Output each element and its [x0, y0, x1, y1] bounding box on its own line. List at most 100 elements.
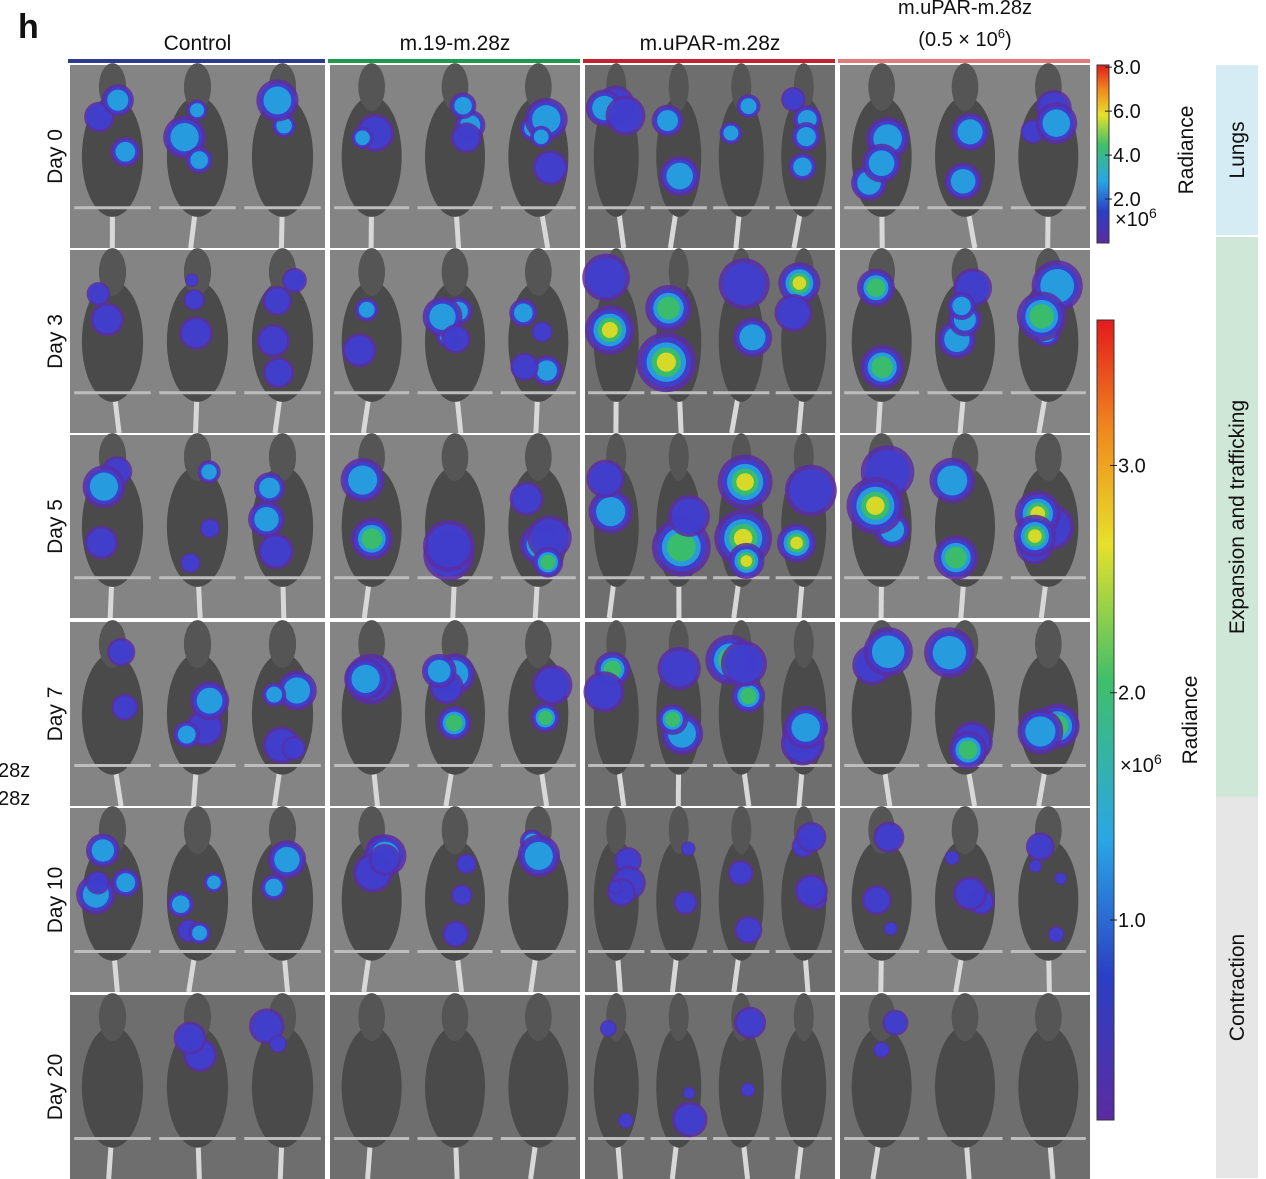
signal: [657, 110, 679, 132]
column-header: m.19-m.28z: [400, 32, 511, 55]
signal: [91, 839, 115, 862]
mouse-head: [731, 806, 752, 855]
signal: [866, 496, 885, 515]
image-cell: [585, 433, 837, 619]
signal: [868, 150, 895, 177]
column-header: Control: [164, 32, 232, 55]
column-bar: [328, 59, 580, 63]
mouse-head: [951, 993, 979, 1041]
image-cell: [840, 993, 1090, 1179]
image-cell: [840, 620, 1090, 807]
signal: [107, 89, 129, 111]
image-cell: [583, 620, 835, 807]
image-cell: [840, 806, 1090, 993]
signal: [665, 711, 681, 728]
signal: [740, 555, 753, 567]
colorbar-tick-label: 6.0: [1113, 101, 1141, 123]
signal: [87, 872, 108, 893]
signal: [452, 886, 471, 905]
signal: [531, 519, 568, 557]
signal: [589, 462, 622, 495]
phase-label: Contraction: [1226, 934, 1249, 1041]
mouse-body: [1018, 1026, 1079, 1148]
column-header-line2: (0.5 × 106): [918, 26, 1011, 51]
signal: [192, 925, 207, 941]
signal: [674, 1104, 705, 1135]
signal: [666, 532, 696, 562]
signal: [682, 842, 695, 855]
image-cell: [330, 433, 580, 619]
signal: [932, 636, 967, 670]
signal: [265, 878, 283, 897]
colorbar: [1096, 64, 1110, 244]
signal: [171, 895, 190, 914]
signal: [351, 664, 380, 694]
row-label: Day 0: [44, 129, 67, 184]
signal: [793, 157, 812, 177]
signal: [608, 99, 643, 133]
signal: [656, 352, 676, 372]
signal: [361, 528, 383, 550]
colorbar-tick-label: 2.0: [1113, 189, 1141, 211]
colorbar-tick-label: 8.0: [1113, 57, 1141, 79]
signal: [355, 130, 370, 146]
signal: [348, 465, 378, 495]
cut-text: 28z: [0, 788, 30, 810]
colorbar-tick-label: 1.0: [1118, 910, 1146, 932]
image-cell: [70, 620, 325, 807]
column-header: m.uPAR-m.28z: [898, 0, 1032, 19]
signal: [265, 359, 292, 386]
mouse-head: [441, 993, 469, 1041]
cut-text: 28z: [0, 760, 30, 782]
colorbar-title: Radiance: [1179, 676, 1202, 765]
mouse-head: [668, 993, 689, 1041]
image-cell: [70, 248, 325, 434]
signal: [514, 303, 533, 323]
signal: [443, 326, 469, 351]
signal: [283, 677, 311, 704]
mouse-body: [935, 1026, 995, 1148]
mouse-head: [358, 248, 385, 296]
signal: [276, 117, 292, 134]
signal: [601, 322, 618, 338]
signal: [957, 119, 983, 145]
mouse-head: [1035, 993, 1062, 1041]
mouse-head: [525, 993, 552, 1041]
image-cell: [70, 63, 325, 249]
signal: [937, 465, 968, 496]
phase-band: [1216, 797, 1258, 1178]
signal: [457, 855, 475, 873]
row-label: Day 20: [44, 1054, 67, 1121]
signal: [266, 686, 283, 703]
signal: [783, 89, 804, 110]
signal: [512, 484, 541, 513]
signal: [176, 1024, 204, 1052]
signal: [792, 276, 807, 290]
signal: [259, 477, 280, 499]
signal: [259, 326, 288, 355]
signal: [371, 846, 398, 873]
signal: [777, 297, 810, 329]
mouse-head: [793, 993, 814, 1041]
signal: [657, 296, 680, 320]
signal: [87, 528, 116, 557]
signal: [284, 270, 305, 291]
signal: [958, 740, 978, 760]
column-bar: [583, 59, 835, 63]
signal: [109, 640, 133, 664]
mouse-head: [525, 248, 552, 296]
image-cell: [70, 993, 325, 1179]
row-label: Day 5: [44, 499, 67, 554]
signal: [740, 98, 757, 115]
mouse-head: [441, 248, 469, 296]
signal: [675, 892, 696, 913]
signal: [444, 922, 467, 946]
signal: [724, 644, 764, 683]
signal: [429, 303, 456, 330]
signal: [427, 524, 471, 568]
signal: [723, 125, 739, 141]
signal: [789, 468, 833, 513]
signal: [345, 336, 374, 365]
signal: [274, 846, 300, 873]
colorbar-tick-label: 4.0: [1113, 145, 1141, 167]
